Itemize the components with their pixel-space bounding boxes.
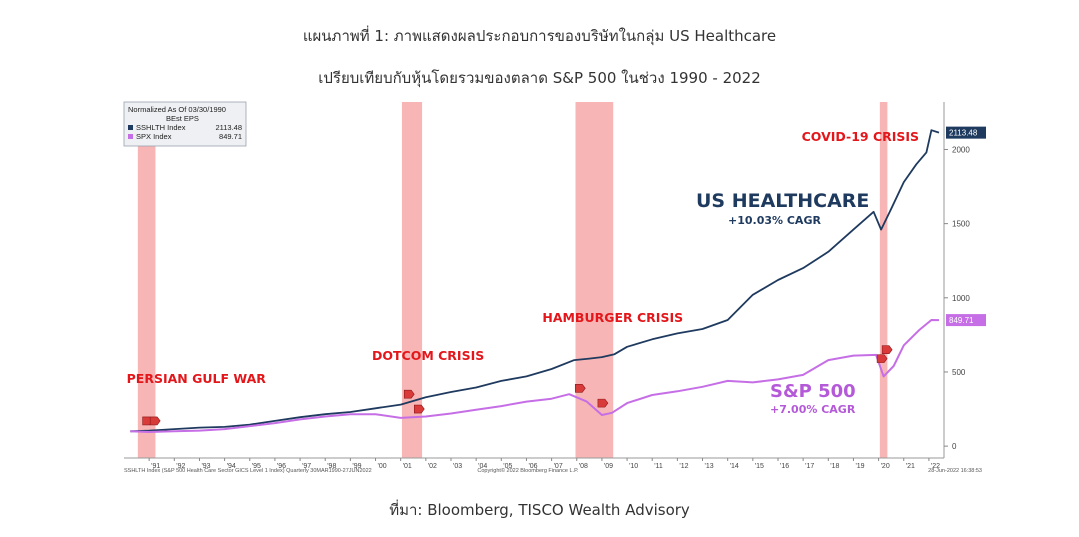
x-tick-label-23: '14 [730, 463, 739, 470]
recession-band-1 [401, 102, 423, 458]
x-tick-label-18: '09 [604, 463, 613, 470]
healthcare-cagr: +10.03% CAGR [728, 214, 821, 227]
recession-band-3 [879, 102, 888, 458]
crisis-marker-5 [597, 398, 609, 408]
x-tick-label-29: '20 [881, 463, 890, 470]
x-tick-label-12: '03 [453, 463, 462, 470]
legend-name-1: SPX Index [136, 132, 172, 141]
x-tick-label-6: '97 [302, 463, 311, 470]
x-tick-label-1: '92 [176, 463, 185, 470]
crisis-label-3: COVID-19 CRISIS [802, 129, 919, 144]
legend-swatch-0 [128, 125, 133, 130]
last-value-label-0: 2113.48 [949, 129, 978, 138]
legend-value-1: 849.71 [219, 132, 242, 141]
x-tick-label-21: '12 [679, 463, 688, 470]
x-tick-label-2: '93 [201, 463, 210, 470]
legend-title: Normalized As Of 03/30/1990 [128, 105, 226, 114]
last-value-label-1: 849.71 [949, 316, 974, 325]
x-tick-label-10: '01 [403, 463, 412, 470]
x-tick-label-5: '96 [277, 463, 286, 470]
series-line-1 [130, 319, 940, 433]
crisis-marker-1 [149, 416, 161, 426]
chart-title-line2: เปรียบเทียบกับหุ้นโดยรวมของตลาด S&P 500 … [318, 69, 761, 87]
healthcare-label: US HEALTHCARE [696, 190, 869, 212]
y-tick-label-2: 1000 [952, 294, 970, 303]
annotations: PERSIAN GULF WAR DOTCOM CRISIS HAMBURGER C… [127, 129, 919, 416]
x-tick-label-30: '21 [906, 463, 915, 470]
sp500-cagr: +7.00% CAGR [770, 403, 856, 416]
crisis-label-0: PERSIAN GULF WAR [127, 371, 267, 386]
x-tick-label-16: '07 [554, 463, 563, 470]
x-tick-label-24: '15 [755, 463, 764, 470]
crisis-marker-3 [413, 404, 425, 414]
x-tick-label-4: '95 [252, 463, 261, 470]
x-tick-label-11: '02 [428, 463, 437, 470]
crisis-marker-2 [403, 389, 415, 399]
crisis-label-2: HAMBURGER CRISIS [542, 310, 683, 325]
footer-left: SSHLTH Index (S&P 500 Health Care Sector… [124, 468, 372, 474]
sp500-label: S&P 500 [770, 381, 856, 402]
series-line-0 [130, 129, 940, 433]
recession-band-0 [137, 102, 156, 458]
footer-right: 28-Jun-2022 16:38:53 [928, 468, 982, 474]
y-tick-label-0: 0 [952, 442, 957, 451]
x-tick-label-13: '04 [478, 463, 487, 470]
legend-swatch-1 [128, 134, 133, 139]
x-tick-label-25: '16 [780, 463, 789, 470]
x-tick-label-9: '00 [378, 463, 387, 470]
x-tick-label-7: '98 [327, 463, 336, 470]
x-tick-label-31: '22 [931, 463, 940, 470]
source-note: ที่มา: Bloomberg, TISCO Wealth Advisory [389, 501, 690, 519]
crisis-marker-6 [876, 354, 888, 363]
y-tick-label-1: 500 [952, 368, 966, 377]
legend-value-0: 2113.48 [215, 123, 242, 132]
crisis-marker-7 [881, 345, 893, 355]
y-tick-label-4: 2000 [952, 145, 970, 154]
x-tick-label-3: '94 [227, 463, 236, 470]
x-tick-label-27: '18 [830, 463, 839, 470]
x-tick-label-17: '08 [579, 463, 588, 470]
x-tick-label-26: '17 [805, 463, 814, 470]
x-tick-label-22: '13 [705, 463, 714, 470]
x-tick-label-20: '11 [654, 463, 663, 470]
crisis-label-1: DOTCOM CRISIS [372, 348, 484, 363]
last-value-box-1 [946, 314, 986, 327]
legend-name-0: SSHLTH Index [136, 123, 186, 132]
last-value-box-0 [946, 126, 986, 139]
crisis-markers [142, 345, 893, 426]
y-tick-label-3: 1500 [952, 220, 970, 229]
footer-center: Copyright© 2022 Bloomberg Finance L.P. [477, 467, 579, 474]
recession-band-2 [575, 102, 614, 458]
chart-footer: SSHLTH Index (S&P 500 Health Care Sector… [124, 467, 982, 474]
x-tick-label-8: '99 [352, 463, 361, 470]
legend-frame [123, 101, 247, 147]
x-tick-label-14: '05 [503, 463, 512, 470]
x-tick-label-0: '91 [151, 463, 160, 470]
x-tick-label-19: '10 [629, 463, 638, 470]
chart-title-line1: แผนภาพที่ 1: ภาพแสดงผลประกอบการของบริษัท… [302, 27, 777, 45]
x-tick-label-28: '19 [855, 463, 864, 470]
legend-subtitle: BEst EPS [166, 114, 199, 123]
x-tick-label-15: '06 [528, 463, 537, 470]
crisis-marker-4 [574, 383, 586, 393]
axes: 0 500 1000 1500 2000 '91 '92 '93 '94 '95 '96 '97 '98… [124, 102, 970, 470]
